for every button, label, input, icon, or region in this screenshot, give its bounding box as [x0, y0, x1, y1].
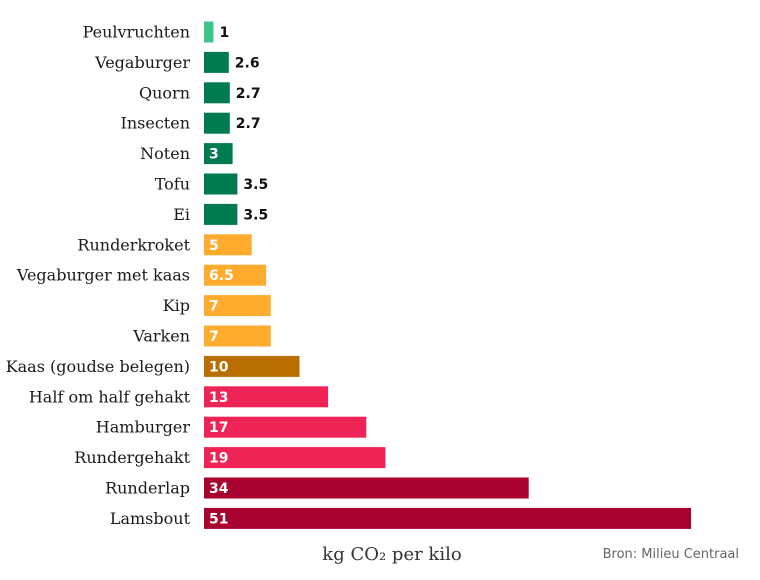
- bar-3: [204, 112, 230, 134]
- category-label-9: Kip: [163, 296, 190, 315]
- value-label-1: 2.6: [235, 55, 260, 71]
- bar-5: [204, 173, 238, 195]
- x-axis-label: kg CO₂ per kilo: [322, 544, 461, 565]
- value-label-11: 10: [209, 359, 229, 375]
- bar-14: [204, 447, 386, 469]
- bar-1: [204, 51, 229, 73]
- value-label-9: 7: [209, 299, 219, 315]
- category-label-3: Insecten: [121, 114, 190, 133]
- value-label-0: 1: [220, 25, 230, 41]
- category-label-0: Peulvruchten: [83, 23, 190, 42]
- category-label-11: Kaas (goudse belegen): [6, 357, 190, 376]
- category-labels-group: Peulvruchten Vegaburger Quorn Insecten Noten…: [6, 23, 191, 528]
- value-label-13: 17: [209, 420, 228, 436]
- category-label-5: Tofu: [155, 175, 190, 194]
- value-label-6: 3.5: [243, 207, 268, 223]
- bar-8: [204, 264, 267, 286]
- category-label-8: Vegaburger met kaas: [16, 266, 190, 285]
- source-credit: Bron: Milieu Centraal: [603, 547, 739, 562]
- bars-group: [204, 21, 691, 529]
- category-label-12: Half om half gehakt: [29, 387, 191, 406]
- value-label-5: 3.5: [243, 177, 268, 193]
- bar-10: [204, 325, 271, 347]
- category-label-15: Runderlap: [105, 479, 190, 498]
- value-label-12: 13: [209, 390, 228, 406]
- bar-16: [204, 507, 691, 529]
- value-labels-group: 1 2.6 2.7 2.7 3 3.5 3.5 5 6.5 7 7 10 13 17 19 34 51: [209, 25, 268, 527]
- bar-7: [204, 234, 252, 256]
- value-label-2: 2.7: [236, 86, 261, 102]
- value-label-3: 2.7: [236, 116, 261, 132]
- category-label-1: Vegaburger: [94, 53, 190, 72]
- category-label-13: Hamburger: [96, 418, 191, 437]
- category-label-2: Quorn: [139, 83, 190, 102]
- value-label-15: 34: [209, 481, 229, 497]
- value-label-4: 3: [209, 147, 219, 163]
- value-label-10: 7: [209, 329, 219, 345]
- bar-2: [204, 82, 230, 104]
- value-label-16: 51: [209, 511, 228, 527]
- bar-13: [204, 416, 367, 438]
- category-label-4: Noten: [140, 144, 190, 163]
- value-label-14: 19: [209, 451, 228, 467]
- category-label-16: Lamsbout: [110, 509, 191, 528]
- bar-12: [204, 386, 329, 408]
- bar-9: [204, 295, 271, 317]
- category-label-10: Varken: [132, 327, 190, 346]
- bar-11: [204, 355, 300, 377]
- bar-6: [204, 203, 238, 225]
- bar-4: [204, 143, 233, 165]
- category-label-7: Runderkroket: [77, 235, 190, 254]
- bar-0: [204, 21, 214, 43]
- bar-15: [204, 477, 529, 499]
- category-label-6: Ei: [173, 205, 190, 224]
- category-label-14: Rundergehakt: [74, 448, 190, 467]
- value-label-7: 5: [209, 238, 219, 254]
- value-label-8: 6.5: [209, 268, 234, 284]
